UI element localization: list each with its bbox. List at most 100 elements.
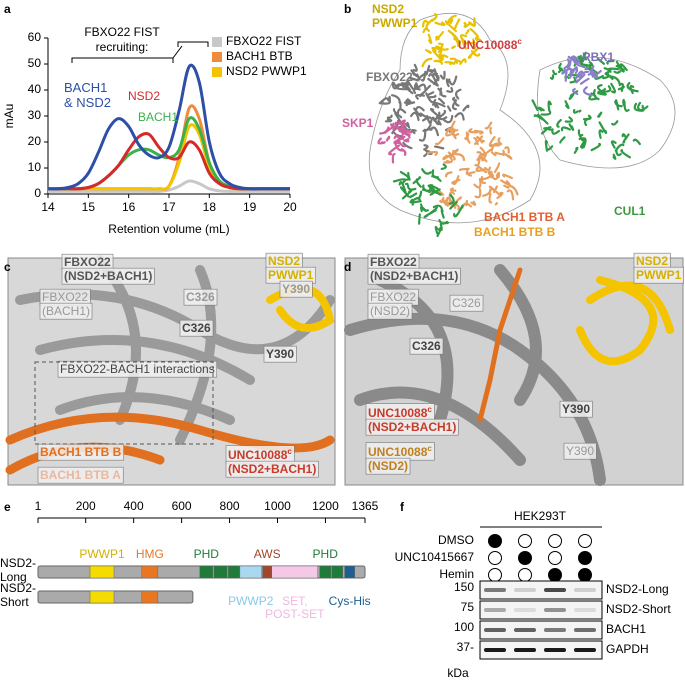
ribbon: [551, 128, 561, 135]
ribbon: [426, 149, 433, 155]
ribbon: [578, 109, 582, 113]
label-box: [367, 267, 461, 285]
ribbon: [425, 48, 432, 54]
bracket: [71, 57, 174, 63]
marker: 75: [461, 600, 475, 614]
treatment-dot: [578, 534, 592, 548]
label: (NSD2): [368, 459, 408, 473]
label-box: [263, 345, 297, 363]
ribbon: [569, 76, 577, 84]
ribbon: [470, 200, 477, 207]
label: FBXO22-BACH1 interactions: [60, 362, 215, 376]
ribbon: [610, 140, 617, 149]
label: NSD2: [372, 2, 404, 16]
ribbon: [547, 145, 554, 151]
blot: [479, 620, 603, 640]
ribbon: [401, 189, 413, 200]
ribbon: [445, 127, 452, 137]
ribbon: [578, 137, 586, 149]
label-box: [365, 418, 459, 436]
ribbon: [566, 60, 572, 69]
ribbon: [614, 99, 620, 111]
treatment-dot: [518, 568, 532, 582]
ribbon: [459, 167, 470, 172]
ribbon: [622, 98, 625, 107]
ribbon: [406, 184, 417, 191]
ribbon: [354, 386, 526, 466]
series-line: [48, 179, 290, 193]
ribbon: [504, 146, 510, 154]
ribbon: [538, 106, 545, 112]
ribbon: [582, 114, 592, 121]
label: C326: [182, 321, 211, 335]
ribbon: [417, 72, 426, 81]
label: (NSD2): [370, 304, 410, 318]
x-axis-label: Retention volume (mL): [108, 222, 229, 236]
label: Y390: [566, 444, 594, 458]
ribbon: [444, 61, 454, 65]
ribbon: [440, 163, 447, 171]
legend-label: NSD2 PWWP1: [226, 64, 307, 78]
label: UNC10088c: [368, 405, 432, 421]
label-box: [61, 267, 155, 285]
label-superscript: c: [517, 37, 522, 46]
ribbon: [568, 123, 575, 131]
ribbon: [5, 412, 335, 453]
domain: [199, 565, 214, 579]
ribbon: [484, 121, 493, 130]
band: [514, 608, 536, 612]
ribbon: [483, 166, 489, 171]
label: NSD2: [636, 254, 668, 268]
ribbon: [403, 85, 414, 95]
ribbon: [454, 112, 465, 121]
ribbon: [508, 184, 519, 196]
ribbon: [397, 139, 407, 148]
label-box: [563, 442, 597, 460]
ribbon: [453, 204, 464, 218]
ribbon: [454, 153, 466, 162]
ribbon: [474, 36, 483, 42]
ribbon: [488, 136, 496, 148]
domain-label: AWS: [254, 547, 281, 561]
domain-label: PWWP1: [79, 547, 125, 561]
ribbon: [429, 116, 436, 125]
treatment-dot: [578, 568, 592, 582]
ribbon: [448, 75, 458, 86]
unit: kDa: [447, 666, 469, 680]
ribbon: [567, 67, 573, 76]
y-tick-label: 30: [28, 108, 42, 122]
ribbon: [613, 70, 622, 74]
ribbon: [568, 94, 574, 100]
label-box: [365, 457, 411, 475]
ribbon: [425, 18, 434, 30]
label: BACH1 BTB A: [484, 210, 565, 224]
ribbon: [480, 175, 487, 185]
panel-letter: a: [4, 2, 11, 16]
ribbon: [468, 128, 479, 134]
ribbon: [452, 129, 459, 140]
ribbon: [410, 128, 417, 135]
ribbon: [420, 70, 427, 82]
band: [514, 648, 536, 652]
ribbon: [431, 175, 442, 182]
ribbon: [482, 188, 492, 197]
y-tick-label: 40: [28, 82, 42, 96]
band: [544, 588, 566, 592]
ribbon: [448, 191, 456, 204]
treatment: Hemin: [439, 567, 474, 581]
ribbon: [397, 119, 406, 126]
ribbon: [633, 102, 644, 112]
ribbon: [574, 74, 584, 80]
ribbon: [465, 29, 470, 35]
panel-letter: c: [4, 260, 11, 274]
label: C326: [412, 339, 441, 353]
ribbon: [473, 129, 484, 135]
ribbon: [422, 27, 430, 34]
treatment: DMSO: [438, 533, 474, 547]
ribbon: [426, 150, 439, 157]
ribbon: [544, 139, 549, 152]
ribbon: [503, 184, 510, 189]
surface: [368, 13, 541, 224]
ribbon: [389, 122, 395, 128]
ribbon: [410, 69, 420, 78]
